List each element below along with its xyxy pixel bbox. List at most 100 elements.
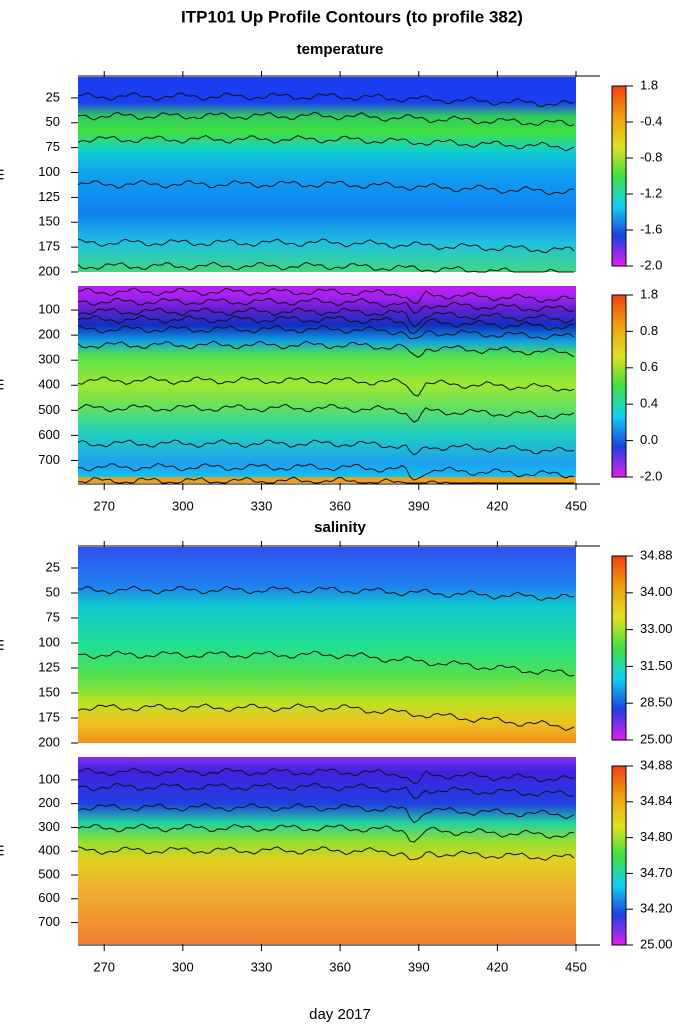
- y-tick-label: 300: [38, 819, 60, 834]
- x-tick-label: 270: [93, 959, 115, 974]
- figure-title: ITP101 Up Profile Contours (to profile 3…: [181, 7, 523, 26]
- contour-line: [77, 650, 575, 677]
- y-tick-label: 200: [38, 734, 60, 749]
- contour-line: [77, 376, 575, 397]
- contour-line: [77, 238, 575, 254]
- colorbar-tick-label: 34.00: [640, 584, 673, 599]
- colorbar-tick-label: 34.70: [640, 865, 673, 880]
- x-tick-label: 330: [251, 498, 273, 513]
- colorbar: [611, 85, 627, 267]
- x-tick-label: 420: [487, 959, 509, 974]
- colorbar: [611, 765, 627, 946]
- contour-field: [78, 547, 576, 743]
- colorbar-tick-label: 31.50: [640, 658, 673, 673]
- contour-line: [77, 767, 575, 784]
- colorbar-tick-label: 0.8: [640, 323, 658, 338]
- contour-line: [77, 585, 575, 601]
- contour-line: [77, 134, 575, 152]
- y-axis-label: m: [0, 169, 7, 181]
- colorbar: [611, 294, 627, 478]
- x-tick-label: 270: [93, 498, 115, 513]
- y-tick-label: 50: [46, 114, 60, 129]
- y-tick-label: 50: [46, 584, 60, 599]
- y-tick-label: 100: [38, 634, 60, 649]
- contour-line: [77, 782, 575, 799]
- colorbar-tick-label: 34.20: [640, 901, 673, 916]
- x-tick-label: 300: [172, 959, 194, 974]
- colorbar-tick-label: 34.88: [640, 547, 673, 562]
- x-tick-label: 450: [565, 959, 587, 974]
- contour-line: [78, 476, 574, 484]
- contour-line: [77, 297, 575, 314]
- y-tick-label: 200: [38, 327, 60, 342]
- y-tick-label: 700: [38, 452, 60, 467]
- y-axis-label: m: [0, 639, 7, 651]
- contour-line: [77, 846, 575, 861]
- x-tick-label: 420: [487, 498, 509, 513]
- contour-line: [77, 439, 575, 456]
- colorbar-tick-label: -2.0: [640, 468, 662, 483]
- y-tick-label: 125: [38, 189, 60, 204]
- y-tick-label: 600: [38, 427, 60, 442]
- y-tick-label: 400: [38, 377, 60, 392]
- y-tick-label: 25: [46, 89, 60, 104]
- y-tick-label: 700: [38, 914, 60, 929]
- y-tick-label: 25: [46, 559, 60, 574]
- contour-line: [77, 287, 575, 304]
- y-tick-label: 100: [38, 301, 60, 316]
- colorbar-tick-label: -1.2: [640, 185, 662, 200]
- contour-line: [77, 325, 575, 340]
- contour-line: [77, 340, 575, 358]
- colorbar-tick-label: 0.0: [640, 432, 658, 447]
- colorbar-tick-label: 25.00: [640, 731, 673, 746]
- colorbar: [611, 555, 627, 741]
- contour-field: [78, 77, 576, 272]
- colorbar-tick-label: 34.80: [640, 829, 673, 844]
- contour-line: [77, 179, 575, 196]
- colorbar-tick-label: 1.8: [640, 77, 658, 92]
- x-tick-label: 390: [408, 959, 430, 974]
- y-tick-label: 175: [38, 709, 60, 724]
- y-tick-label: 600: [38, 890, 60, 905]
- contour-line: [77, 703, 575, 732]
- colorbar-tick-label: 25.00: [640, 936, 673, 951]
- contour-line: [77, 823, 575, 843]
- contour-field: [78, 757, 576, 944]
- x-axis-label: day 2017: [309, 1006, 371, 1023]
- contour-line: [77, 314, 575, 335]
- y-axis-label: m: [0, 379, 7, 391]
- x-tick-label: 390: [408, 498, 430, 513]
- y-tick-label: 125: [38, 659, 60, 674]
- colorbar-tick-label: 0.6: [640, 359, 658, 374]
- contour-line: [77, 91, 575, 108]
- colorbar-tick-label: 34.84: [640, 793, 673, 808]
- colorbar-tick-label: 1.8: [640, 286, 658, 301]
- colorbar-tick-label: 0.4: [640, 396, 658, 411]
- y-tick-label: 100: [38, 771, 60, 786]
- y-tick-label: 200: [38, 263, 60, 278]
- colorbar-tick-label: -0.8: [640, 149, 662, 164]
- colorbar-tick-label: -0.4: [640, 113, 662, 128]
- y-tick-label: 200: [38, 795, 60, 810]
- y-tick-label: 300: [38, 352, 60, 367]
- contour-line: [77, 803, 575, 824]
- panel-title: temperature: [297, 41, 384, 58]
- x-tick-label: 360: [329, 959, 351, 974]
- colorbar-tick-label: 28.50: [640, 695, 673, 710]
- contour-line: [77, 111, 575, 127]
- y-tick-label: 75: [46, 139, 60, 154]
- colorbar-tick-label: -2.0: [640, 257, 662, 272]
- contour-line: [77, 307, 575, 328]
- contour-line: [77, 261, 574, 273]
- x-tick-label: 450: [565, 498, 587, 513]
- y-axis-label: m: [0, 845, 7, 857]
- panel-title: salinity: [314, 519, 366, 536]
- colorbar-tick-label: -1.6: [640, 221, 662, 236]
- y-tick-label: 400: [38, 843, 60, 858]
- colorbar-tick-label: 33.00: [640, 621, 673, 636]
- contour-line: [77, 462, 575, 481]
- y-tick-label: 150: [38, 684, 60, 699]
- colorbar-tick-label: 34.88: [640, 757, 673, 772]
- y-tick-label: 175: [38, 239, 60, 254]
